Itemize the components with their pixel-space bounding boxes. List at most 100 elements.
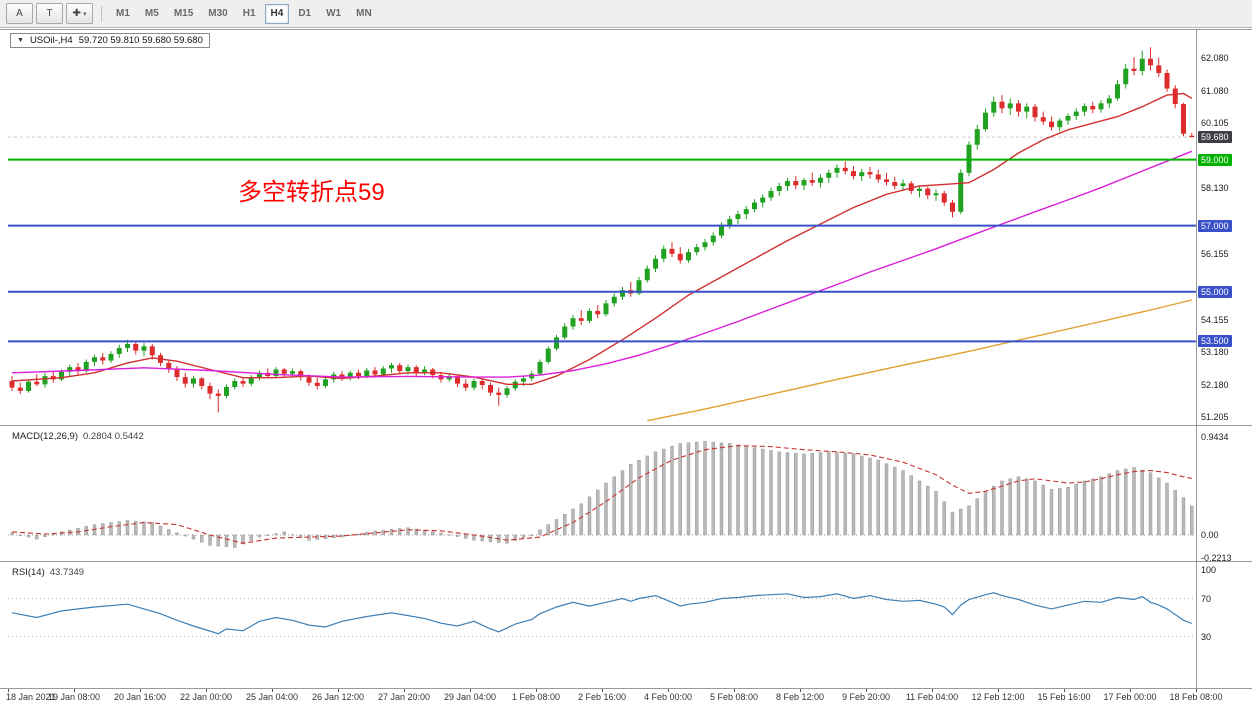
candle-body — [908, 183, 914, 191]
time-axis-label: 27 Jan 20:00 — [377, 692, 431, 702]
candle-body — [273, 369, 279, 377]
candle-body — [983, 112, 988, 130]
timeframe-d1[interactable]: D1 — [298, 8, 312, 19]
arrow-tool-button[interactable]: A — [6, 3, 33, 24]
text-tool-button[interactable]: T — [36, 3, 63, 24]
candle-body — [496, 392, 502, 395]
dropdown-caret-icon: ▾ — [82, 10, 87, 18]
timeframe-h4[interactable]: H4 — [264, 3, 290, 24]
candle-body — [892, 182, 898, 187]
rsi-chart-canvas[interactable] — [8, 564, 1196, 687]
candle-body — [1098, 103, 1104, 110]
macd-bar — [175, 532, 179, 536]
macd-bar — [563, 513, 567, 536]
time-axis-label: 1 Feb 08:00 — [511, 692, 561, 702]
macd-bar — [942, 501, 946, 536]
time-tick — [602, 689, 603, 692]
macd-bar — [1157, 477, 1161, 536]
price-axis-label: 53.500 — [1198, 335, 1232, 347]
timeframe-h1[interactable]: H1 — [242, 8, 256, 19]
candle-body — [694, 247, 700, 253]
candle-body — [1057, 120, 1063, 128]
candle-body — [1040, 117, 1046, 122]
candle-body — [1181, 104, 1186, 134]
macd-bar — [216, 534, 220, 547]
candle-body — [1115, 84, 1120, 99]
macd-bar — [769, 450, 773, 536]
candle-body — [1082, 106, 1087, 112]
macd-bar — [1074, 483, 1078, 536]
macd-signal-line — [11, 445, 1192, 544]
candle-body — [34, 381, 40, 385]
timeframe-w1[interactable]: W1 — [326, 8, 342, 19]
macd-bar — [810, 452, 814, 536]
timeframe-m30[interactable]: M30 — [208, 8, 228, 19]
timeframe-mn[interactable]: MN — [356, 8, 372, 19]
macd-panel-separator[interactable] — [0, 425, 1252, 426]
candle-body — [925, 188, 931, 196]
macd-bar — [1091, 478, 1095, 536]
main-chart-canvas[interactable] — [8, 30, 1196, 424]
macd-bar — [662, 448, 666, 536]
time-tick — [140, 689, 141, 692]
macd-bar — [983, 491, 988, 536]
macd-bar — [414, 528, 418, 536]
macd-bar — [464, 534, 468, 539]
macd-bar — [917, 480, 922, 536]
candle-body — [166, 362, 172, 370]
timeframe-m15[interactable]: M15 — [173, 8, 194, 19]
macd-values: 0.2804 0.5442 — [83, 431, 144, 442]
price-axis-label: 53.180 — [1201, 347, 1229, 357]
candle-body — [133, 344, 139, 351]
rsi-label: RSI(14) 43.7349 — [12, 567, 84, 578]
macd-bar — [744, 446, 748, 536]
candle-body — [867, 172, 873, 175]
candle-body — [108, 353, 114, 361]
crosshair-tool-button[interactable]: ✚ ▾ — [66, 3, 93, 24]
price-axis-separator — [1196, 30, 1197, 688]
time-tick — [998, 689, 999, 692]
macd-bar — [851, 453, 856, 536]
candle-body — [768, 190, 774, 198]
ma-slow-line — [647, 299, 1192, 422]
macd-axis-label: 0.9434 — [1201, 432, 1229, 442]
candle-body — [372, 370, 378, 375]
candle-body — [207, 385, 213, 394]
time-tick — [470, 689, 471, 692]
candle-body — [422, 369, 427, 373]
macd-bar — [934, 491, 938, 536]
macd-bar — [596, 489, 600, 536]
macd-chart-canvas[interactable] — [8, 428, 1196, 560]
candle-body — [587, 310, 592, 321]
candle-body — [793, 181, 799, 186]
symbol-dropdown-icon[interactable]: ▼ — [17, 37, 24, 44]
candle-body — [413, 367, 419, 373]
macd-bar — [150, 522, 154, 536]
candle-body — [446, 376, 452, 380]
macd-bar — [472, 534, 476, 541]
candle-body — [479, 381, 485, 385]
candle-body — [809, 180, 815, 183]
macd-bar — [35, 534, 39, 540]
timeframe-m1[interactable]: M1 — [116, 8, 130, 19]
macd-bar — [125, 520, 130, 536]
price-axis-label: 51.205 — [1201, 412, 1229, 422]
time-axis-label: 2 Feb 16:00 — [577, 692, 627, 702]
rsi-panel-separator[interactable] — [0, 561, 1252, 562]
macd-bar — [439, 532, 443, 536]
price-axis-label: 59.000 — [1198, 154, 1232, 166]
candle-body — [677, 253, 683, 261]
candle-body — [397, 365, 403, 372]
candle-body — [743, 209, 749, 215]
chart-annotation-text[interactable]: 多空转折点59 — [238, 179, 385, 206]
macd-bar — [752, 447, 757, 536]
candle-body — [1073, 111, 1079, 116]
macd-bar — [1049, 489, 1054, 536]
macd-bar — [431, 531, 435, 536]
candle-body — [578, 318, 584, 321]
candle-body — [1065, 115, 1071, 121]
price-axis-label: 52.180 — [1201, 380, 1229, 390]
timeframe-m5[interactable]: M5 — [144, 8, 159, 19]
price-axis-label: 56.155 — [1201, 249, 1229, 259]
